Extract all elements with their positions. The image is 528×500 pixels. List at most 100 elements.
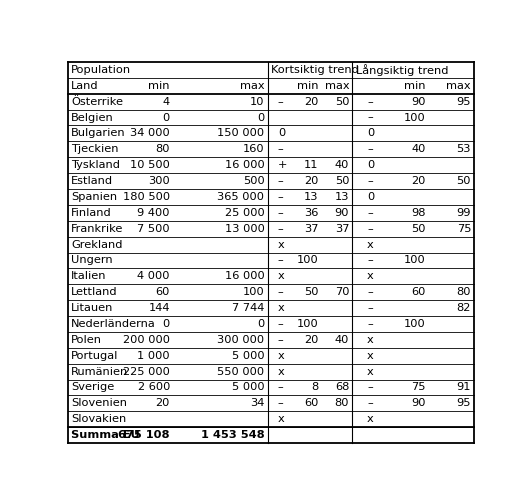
Text: –: – [367, 256, 373, 266]
Text: 20: 20 [304, 335, 318, 345]
Text: –: – [367, 176, 373, 186]
Text: 80: 80 [335, 398, 349, 408]
Text: 4 000: 4 000 [137, 272, 170, 281]
Text: 36: 36 [304, 208, 318, 218]
Text: –: – [367, 224, 373, 234]
Text: 95: 95 [457, 398, 471, 408]
Text: Litauen: Litauen [71, 303, 114, 313]
Text: x: x [278, 414, 285, 424]
Text: 180 500: 180 500 [123, 192, 170, 202]
Text: 200 000: 200 000 [123, 335, 170, 345]
Text: max: max [447, 80, 471, 90]
Text: –: – [278, 382, 284, 392]
Text: 50: 50 [304, 287, 318, 297]
Text: x: x [367, 335, 374, 345]
Text: 20: 20 [411, 176, 426, 186]
Text: –: – [367, 382, 373, 392]
Text: Långsiktig trend: Långsiktig trend [356, 64, 448, 76]
Text: Spanien: Spanien [71, 192, 117, 202]
Text: 0: 0 [257, 112, 265, 122]
Text: 1 453 548: 1 453 548 [201, 430, 265, 440]
Text: Portugal: Portugal [71, 350, 119, 360]
Text: 7 744: 7 744 [232, 303, 265, 313]
Text: 37: 37 [304, 224, 318, 234]
Text: 0: 0 [163, 112, 170, 122]
Text: 40: 40 [335, 160, 349, 170]
Text: 2 600: 2 600 [137, 382, 170, 392]
Text: x: x [367, 414, 374, 424]
Text: 0: 0 [367, 128, 374, 138]
Text: Slovakien: Slovakien [71, 414, 127, 424]
Text: Belgien: Belgien [71, 112, 114, 122]
Text: 13: 13 [335, 192, 349, 202]
Text: x: x [278, 350, 285, 360]
Text: 90: 90 [411, 398, 426, 408]
Text: Sverige: Sverige [71, 382, 115, 392]
Text: –: – [367, 96, 373, 106]
Text: 100: 100 [404, 112, 426, 122]
Text: –: – [278, 398, 284, 408]
Text: Grekland: Grekland [71, 240, 123, 250]
Text: 60: 60 [411, 287, 426, 297]
Text: min: min [148, 80, 170, 90]
Text: x: x [278, 303, 285, 313]
Text: 0: 0 [163, 319, 170, 329]
Text: –: – [278, 319, 284, 329]
Text: –: – [367, 319, 373, 329]
Text: 70: 70 [335, 287, 349, 297]
Text: 1 000: 1 000 [137, 350, 170, 360]
Text: 7 500: 7 500 [137, 224, 170, 234]
Text: x: x [278, 366, 285, 376]
Text: 60: 60 [156, 287, 170, 297]
Text: 40: 40 [411, 144, 426, 154]
Text: 16 000: 16 000 [225, 272, 265, 281]
Text: 13 000: 13 000 [224, 224, 265, 234]
Text: 4: 4 [163, 96, 170, 106]
Text: 90: 90 [335, 208, 349, 218]
Text: 50: 50 [411, 224, 426, 234]
Text: 68: 68 [335, 382, 349, 392]
Text: 91: 91 [457, 382, 471, 392]
Text: –: – [367, 208, 373, 218]
Text: 550 000: 550 000 [218, 366, 265, 376]
Text: 34 000: 34 000 [130, 128, 170, 138]
Text: Tyskland: Tyskland [71, 160, 120, 170]
Text: –: – [278, 192, 284, 202]
Text: Summa EU: Summa EU [71, 430, 140, 440]
Text: 300: 300 [148, 176, 170, 186]
Text: 365 000: 365 000 [218, 192, 265, 202]
Text: 100: 100 [404, 319, 426, 329]
Text: 0: 0 [367, 160, 374, 170]
Text: Bulgarien: Bulgarien [71, 128, 126, 138]
Text: 20: 20 [304, 96, 318, 106]
Text: 150 000: 150 000 [218, 128, 265, 138]
Text: Population: Population [71, 65, 131, 75]
Text: max: max [325, 80, 349, 90]
Text: 5 000: 5 000 [232, 350, 265, 360]
Text: 80: 80 [457, 287, 471, 297]
Text: Estland: Estland [71, 176, 114, 186]
Text: 75: 75 [411, 382, 426, 392]
Text: 100: 100 [297, 319, 318, 329]
Text: 500: 500 [243, 176, 265, 186]
Text: Tjeckien: Tjeckien [71, 144, 119, 154]
Text: Finland: Finland [71, 208, 112, 218]
Text: 11: 11 [304, 160, 318, 170]
Text: 34: 34 [250, 398, 265, 408]
Text: –: – [278, 96, 284, 106]
Text: 0: 0 [278, 128, 285, 138]
Text: x: x [367, 272, 374, 281]
Text: 8: 8 [312, 382, 318, 392]
Text: +: + [278, 160, 287, 170]
Text: 37: 37 [335, 224, 349, 234]
Text: 25 000: 25 000 [225, 208, 265, 218]
Text: 20: 20 [304, 176, 318, 186]
Text: 75: 75 [457, 224, 471, 234]
Text: 675 108: 675 108 [118, 430, 170, 440]
Text: Slovenien: Slovenien [71, 398, 127, 408]
Text: min: min [297, 80, 318, 90]
Text: Rumänien: Rumänien [71, 366, 129, 376]
Text: Österrike: Österrike [71, 96, 124, 106]
Text: 100: 100 [297, 256, 318, 266]
Text: Nederländerna: Nederländerna [71, 319, 156, 329]
